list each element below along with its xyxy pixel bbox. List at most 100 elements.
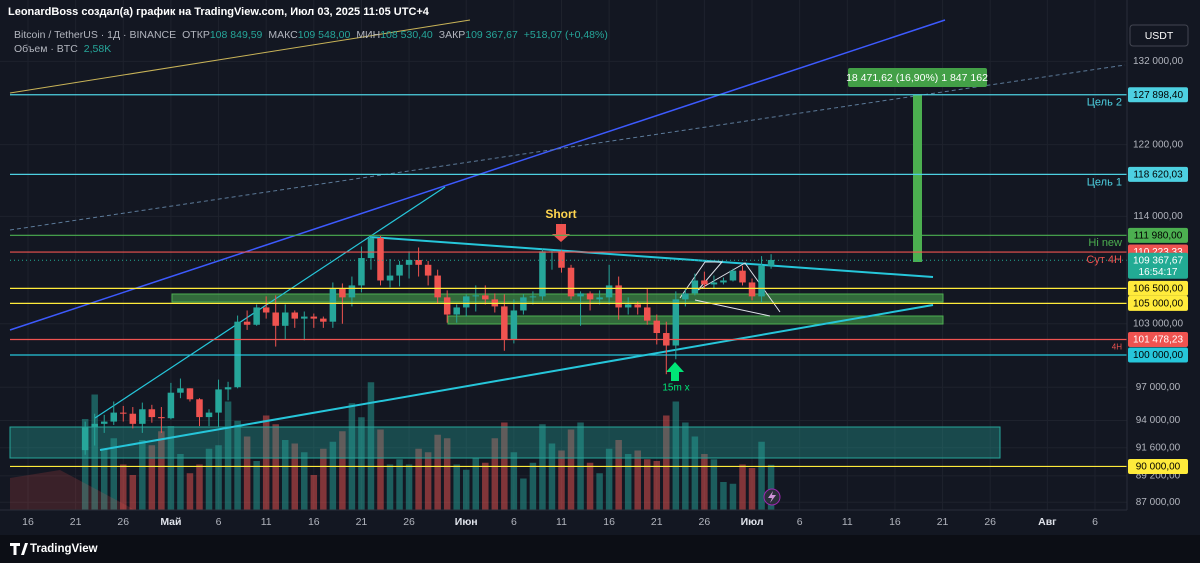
candle-body <box>129 413 137 424</box>
volume-bar <box>386 464 394 510</box>
volume-bar <box>262 415 270 510</box>
volume-bar <box>358 417 365 510</box>
volume-bar <box>663 415 670 510</box>
candle-body <box>148 409 156 418</box>
level-tag: Hi new <box>1088 237 1122 249</box>
candle-body <box>415 259 422 265</box>
volume-bar <box>339 431 346 510</box>
volume-bar <box>243 436 251 510</box>
y-tick-label: 97 000,00 <box>1136 382 1181 393</box>
volume-bar <box>615 440 622 510</box>
ohlc-value: 109 367,67 <box>465 29 518 41</box>
x-tick-label: 16 <box>308 516 320 528</box>
volume-bar <box>196 464 203 510</box>
candle-body <box>739 270 746 283</box>
level-label-bg <box>1128 295 1188 311</box>
zone <box>171 293 944 303</box>
candle-body <box>281 312 289 326</box>
level-label-bg <box>1128 227 1188 243</box>
volume-bar <box>291 443 299 510</box>
volume-bar <box>405 464 413 510</box>
candle-body <box>720 280 727 283</box>
candle-body <box>177 388 184 393</box>
level-label: 106 500,00 <box>1133 284 1183 295</box>
volume-bar <box>224 401 232 510</box>
volume-bar <box>167 426 175 510</box>
logo <box>10 543 28 555</box>
volume-bar <box>281 440 289 510</box>
volume-bar <box>729 483 737 510</box>
x-tick-label: Июл <box>741 516 764 528</box>
candle-body <box>120 412 127 414</box>
volume-bar <box>520 478 527 510</box>
volume-bar <box>453 464 460 510</box>
candle-body <box>367 237 375 259</box>
level-label: 118 620,03 <box>1133 170 1183 181</box>
author-line: LeonardBoss создал(а) график на TradingV… <box>8 6 430 18</box>
volume-bar <box>415 448 422 510</box>
last-price-label: 109 367,67 <box>1133 255 1183 266</box>
ohlc-label: ЗАКР <box>439 29 465 41</box>
countdown: 16:54:17 <box>1139 267 1178 278</box>
level-tag: 4H <box>1112 343 1122 352</box>
candle-body <box>205 412 213 418</box>
candle-body <box>348 285 356 298</box>
volume-bar <box>120 464 127 510</box>
ohlc-label: МИН <box>356 29 380 41</box>
level-label: 100 000,00 <box>1133 350 1183 361</box>
volume-bar <box>100 448 108 510</box>
candle-body <box>110 412 117 422</box>
y-tick-label: 89 200,00 <box>1136 471 1181 482</box>
level-label-bg <box>1128 166 1188 182</box>
volume-bar <box>205 448 213 510</box>
trend-line <box>94 186 446 419</box>
level-label: 90 000,00 <box>1136 462 1181 473</box>
volume-bar <box>177 454 184 510</box>
y-tick-label: 91 600,00 <box>1136 442 1181 453</box>
level-tag: Цель 2 <box>1087 97 1122 109</box>
candle-body <box>729 270 737 281</box>
x-tick-label: 6 <box>797 516 803 528</box>
candle-body <box>453 307 460 315</box>
volume-bar <box>643 459 651 510</box>
volume-bar <box>767 464 775 510</box>
candle-body <box>767 259 775 266</box>
volume-value: 2,58K <box>84 43 111 55</box>
volume-bar <box>215 445 222 510</box>
candle-body <box>358 258 365 286</box>
candle-body <box>320 318 327 322</box>
volume-label: Объем · BTC <box>14 43 78 55</box>
candle-body <box>748 282 756 297</box>
volume-bar <box>139 440 146 510</box>
volume-bar <box>624 454 632 510</box>
trend-line <box>99 304 934 451</box>
candle-body <box>405 259 413 265</box>
drawings <box>9 19 1126 510</box>
trend-line <box>9 19 946 331</box>
volume-bar <box>81 419 89 510</box>
candle-body <box>615 285 622 308</box>
x-tick-label: 6 <box>216 516 222 528</box>
volume-bar <box>377 429 384 510</box>
candle-body <box>577 293 584 297</box>
currency[interactable]: USDT <box>1145 30 1174 42</box>
candle-body <box>462 296 470 308</box>
measure-label: 18 471,62 (16,90%) 1 847 162 <box>846 72 988 84</box>
candle-body <box>81 427 89 451</box>
shade <box>10 470 135 510</box>
y-tick-label: 132 000,00 <box>1133 56 1183 67</box>
volume-bar <box>605 448 613 510</box>
volume-bar <box>748 468 756 510</box>
candle-body <box>529 296 537 298</box>
candle-body <box>624 304 632 308</box>
candle-body <box>301 316 308 319</box>
currency-button[interactable] <box>1129 24 1189 47</box>
ohlc-value: 108 530,40 <box>380 29 433 41</box>
level-label: 110 223,33 <box>1133 247 1183 258</box>
candle-body <box>186 388 194 400</box>
volume-bar <box>186 473 194 510</box>
volume-bar <box>367 382 375 510</box>
level-label-bg <box>1128 87 1188 103</box>
brand: TradingView <box>30 543 98 555</box>
level-tag: Сут 4Н <box>1086 254 1122 266</box>
